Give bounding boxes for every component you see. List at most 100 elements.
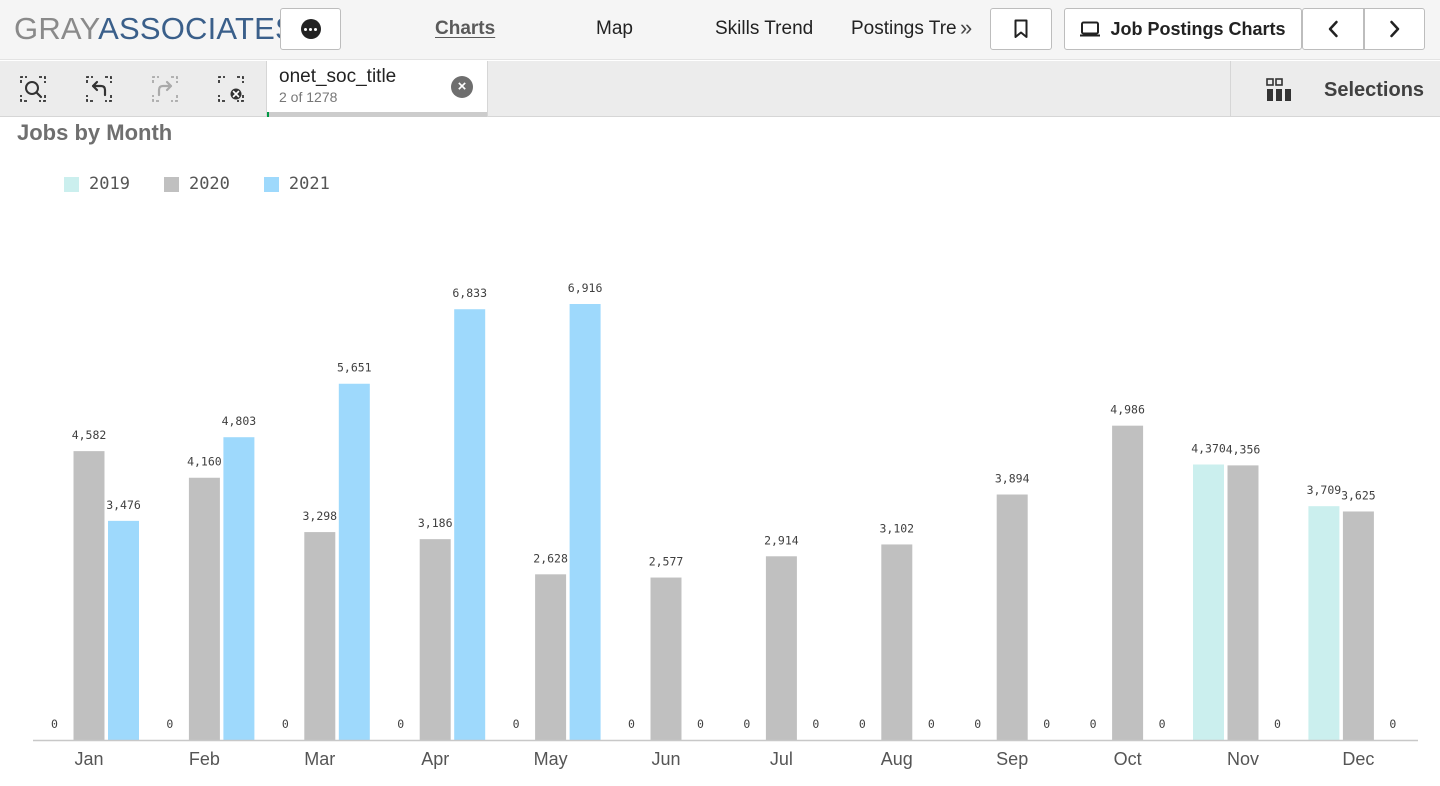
chevron-left-icon (1328, 20, 1338, 38)
data-label-may-2020: 2,628 (533, 551, 568, 565)
tab-charts[interactable]: Charts (435, 18, 496, 39)
bar-mar-2020[interactable] (304, 532, 336, 740)
x-tick-label-dec: Dec (1342, 749, 1374, 769)
data-label-jul-2021: 0 (812, 717, 819, 731)
legend-label-2019: 2019 (89, 174, 130, 194)
legend-item-2021[interactable]: 2021 (263, 172, 330, 196)
logo-text-associates: ASSOCIATES (98, 11, 296, 46)
bar-jul-2020[interactable] (765, 556, 797, 740)
data-label-feb-2020: 4,160 (187, 455, 222, 469)
bar-sep-2020[interactable] (996, 494, 1028, 740)
bar-dec-2020[interactable] (1342, 511, 1374, 740)
bar-nov-2019[interactable] (1193, 464, 1224, 740)
data-label-mar-2019: 0 (282, 717, 289, 731)
data-label-feb-2019: 0 (166, 717, 173, 731)
data-label-apr-2020: 3,186 (418, 516, 453, 530)
double-chevron-right-icon[interactable]: » (960, 15, 973, 40)
legend-swatch-2021 (263, 176, 279, 192)
selection-toolbar: onet_soc_title 2 of 1278 × Selections (0, 61, 1440, 117)
data-label-mar-2020: 3,298 (302, 509, 337, 523)
bar-feb-2021[interactable] (223, 437, 255, 740)
step-forward-icon (152, 76, 178, 102)
data-label-dec-2019: 3,709 (1307, 483, 1342, 497)
bar-jun-2020[interactable] (650, 577, 682, 740)
bar-jan-2020[interactable] (73, 451, 105, 740)
tab-postings-trend[interactable]: Postings Trend (851, 18, 956, 39)
tab-map[interactable]: Map (596, 18, 633, 39)
selection-count: 2 of 1278 (279, 89, 338, 105)
smart-search-button[interactable] (19, 75, 47, 103)
legend-item-2020[interactable]: 2020 (163, 172, 230, 196)
bar-may-2021[interactable] (569, 304, 601, 740)
data-label-aug-2021: 0 (928, 717, 935, 731)
data-label-nov-2021: 0 (1274, 717, 1281, 731)
clear-selections-button[interactable] (217, 75, 245, 103)
bar-apr-2020[interactable] (419, 539, 451, 740)
step-forward-button[interactable] (151, 75, 179, 103)
data-label-feb-2021: 4,803 (222, 414, 257, 428)
data-label-dec-2021: 0 (1389, 717, 1396, 731)
data-label-mar-2021: 5,651 (337, 361, 372, 375)
bar-nov-2020[interactable] (1227, 465, 1259, 740)
x-tick-label-sep: Sep (996, 749, 1028, 769)
data-label-jun-2021: 0 (697, 717, 704, 731)
data-label-dec-2020: 3,625 (1341, 488, 1376, 502)
more-options-button[interactable] (280, 8, 341, 50)
data-label-nov-2019: 4,370 (1191, 442, 1226, 456)
bar-jan-2021[interactable] (108, 520, 139, 740)
chart-title: Jobs by Month (17, 120, 173, 145)
selection-state-bar (267, 112, 487, 117)
data-label-oct-2019: 0 (1090, 717, 1097, 731)
clear-selections-icon (218, 76, 244, 102)
legend-label-2021: 2021 (288, 174, 330, 194)
data-label-jan-2021: 3,476 (106, 498, 141, 512)
selection-chip[interactable]: onet_soc_title 2 of 1278 × (266, 61, 488, 117)
bar-may-2020[interactable] (535, 574, 567, 740)
data-label-sep-2019: 0 (974, 717, 981, 731)
x-tick-label-jan: Jan (74, 749, 103, 769)
legend-swatch-2019 (64, 176, 79, 192)
data-label-nov-2020: 4,356 (1226, 442, 1261, 456)
bar-aug-2020[interactable] (881, 544, 913, 740)
data-label-apr-2021: 6,833 (452, 286, 487, 300)
legend-item-2019[interactable]: 2019 (64, 172, 130, 196)
x-tick-label-apr: Apr (421, 749, 449, 769)
logo-text-gray: GRAY (14, 11, 99, 46)
x-tick-label-may: May (534, 749, 568, 769)
selections-button[interactable]: Selections (1324, 79, 1425, 101)
x-tick-label-feb: Feb (189, 749, 220, 769)
bar-feb-2020[interactable] (188, 477, 220, 740)
bookmark-icon (1014, 19, 1028, 38)
selection-field-name: onet_soc_title (279, 66, 397, 87)
data-label-sep-2021: 0 (1043, 717, 1050, 731)
legend-swatch-2020 (163, 176, 179, 192)
bookmark-button[interactable] (990, 8, 1052, 50)
previous-sheet-button[interactable] (1302, 8, 1364, 50)
chart-legend: 2019 2020 2021 (64, 172, 330, 196)
gray-associates-logo[interactable]: GRAYASSOCIATES (14, 11, 296, 47)
bar-apr-2021[interactable] (454, 309, 486, 740)
next-sheet-button[interactable] (1364, 8, 1425, 50)
bar-mar-2021[interactable] (338, 383, 370, 740)
data-label-may-2021: 6,916 (568, 281, 603, 295)
data-label-jan-2020: 4,582 (72, 428, 107, 442)
close-icon[interactable]: × (451, 76, 473, 98)
x-tick-label-oct: Oct (1114, 749, 1142, 769)
step-back-icon (86, 76, 112, 102)
selections-grid-icon[interactable] (1266, 77, 1292, 108)
smart-search-icon (20, 76, 46, 102)
data-label-jun-2020: 2,577 (649, 555, 684, 569)
more-options-icon (300, 19, 321, 39)
data-label-jul-2019: 0 (743, 717, 750, 731)
step-back-button[interactable] (85, 75, 113, 103)
x-tick-label-mar: Mar (304, 749, 335, 769)
chevron-right-icon (1389, 20, 1399, 38)
data-label-aug-2020: 3,102 (879, 521, 914, 535)
sheet-selector-button[interactable]: Job Postings Charts (1064, 8, 1302, 50)
bar-oct-2020[interactable] (1112, 425, 1144, 740)
bar-dec-2019[interactable] (1308, 506, 1340, 740)
data-label-may-2019: 0 (513, 717, 520, 731)
x-tick-label-aug: Aug (881, 749, 913, 769)
tab-skills-trend[interactable]: Skills Trend (715, 18, 814, 39)
x-tick-label-jul: Jul (770, 749, 793, 769)
